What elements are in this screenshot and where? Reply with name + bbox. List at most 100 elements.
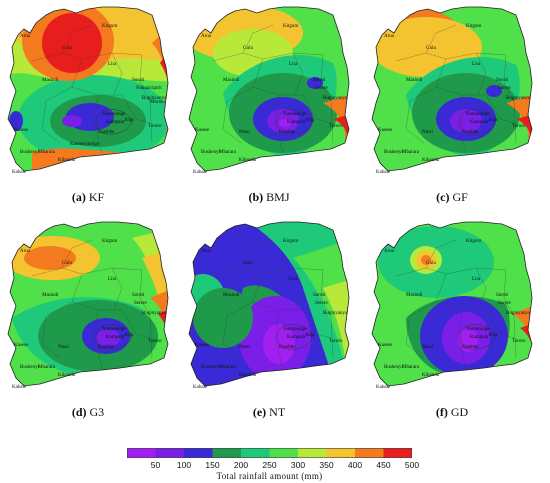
district-boundary <box>330 315 334 359</box>
caption-label: (c) <box>436 190 450 204</box>
district-boundary <box>111 52 123 96</box>
town-label: Kabale <box>376 170 391 175</box>
colorbar-segment <box>298 448 327 458</box>
colorbar-frame <box>127 448 412 458</box>
town-label: Kitgum <box>102 24 117 29</box>
town-label: Serere <box>498 86 512 91</box>
country-outline <box>188 6 350 172</box>
town-label: Entebbe <box>462 345 479 350</box>
map-f: Arua Gulu Kitgum Lira Masindi Soroti Serere Kas… <box>371 221 533 390</box>
town-label: Masindi <box>42 78 59 83</box>
district-boundary <box>149 100 153 144</box>
caption-label: (d) <box>71 405 87 419</box>
town-label: Gulu <box>243 261 254 266</box>
town-label: Masindi <box>406 78 423 83</box>
town-label: Entebbe <box>279 130 296 135</box>
rainfall-contour <box>486 85 502 97</box>
colorbar-legend: Total rainfall amount (mm) 50 100 150 200 25… <box>127 448 419 482</box>
colorbar-segment <box>241 448 270 458</box>
district-boundary <box>513 100 517 144</box>
panel-e: Arua Gulu Kitgum Lira Masindi Soroti Serere Kas… <box>183 218 355 390</box>
town-label: Kampala <box>287 120 306 125</box>
town-label: Buginyanya <box>506 311 531 316</box>
rainfall-contour <box>42 13 102 73</box>
district-boundary <box>475 267 487 311</box>
town-label: Namulonge <box>283 327 307 332</box>
town-label: Buginyanya <box>323 311 348 316</box>
district-boundary <box>222 315 242 359</box>
town-label: Soroti <box>313 78 326 83</box>
caption-name: NT <box>269 405 286 419</box>
town-label: Bushenyi <box>20 365 40 370</box>
district-boundary <box>139 269 151 317</box>
town-label: Kasese <box>378 343 393 348</box>
town-label: Kitgum <box>466 24 481 29</box>
district-boundary <box>485 94 515 124</box>
district-boundary <box>121 309 151 339</box>
town-label: Kasese <box>378 128 393 133</box>
town-label: Kasese <box>14 343 29 348</box>
district-boundary <box>61 239 93 269</box>
town-label: Arua <box>20 34 31 39</box>
district-boundary <box>457 94 467 154</box>
colorbar-tick-label: 300 <box>290 460 306 470</box>
caption-label: (e) <box>252 405 267 419</box>
district-boundary <box>41 100 61 144</box>
district-boundary <box>139 54 151 102</box>
town-label: Kabale <box>376 385 391 390</box>
town-label: Buginyanya <box>142 96 167 101</box>
district-boundary <box>302 94 332 124</box>
panel-f: Arua Gulu Kitgum Lira Masindi Soroti Serere Kas… <box>366 218 538 390</box>
town-label: Tororo <box>512 339 526 344</box>
map-e: Arua Gulu Kitgum Lira Masindi Soroti Serere Kas… <box>188 221 350 390</box>
colorbar-segment <box>155 448 185 458</box>
town-label: Kitgum <box>283 24 298 29</box>
town-label: Kasese <box>14 128 29 133</box>
town-label: Kabale <box>193 385 208 390</box>
caption-label: (f) <box>435 405 448 419</box>
district-boundary <box>475 52 487 96</box>
caption-e: (e) NT <box>183 405 355 420</box>
district-boundary <box>405 100 425 144</box>
district-boundary <box>503 54 515 102</box>
panel-d: Arua Gulu Kitgum Lira Masindi Soroti Serere Kas… <box>2 218 174 390</box>
district-boundary <box>93 309 103 369</box>
town-label: Bushenyi <box>201 150 221 155</box>
town-label: Kitgum <box>102 239 117 244</box>
caption-label: (a) <box>71 190 86 204</box>
town-label: Namulonge <box>102 112 126 117</box>
town-label: Tororo <box>329 339 343 344</box>
district-boundary <box>503 269 515 317</box>
town-label: Mbarara <box>219 150 237 155</box>
town-label: Mbarara <box>402 150 420 155</box>
town-label: Namulonge <box>102 327 126 332</box>
rainfall-contour <box>421 255 431 265</box>
district-boundary <box>41 315 61 359</box>
town-label: Gulu <box>426 46 437 51</box>
colorbar-tick-label: 350 <box>319 460 334 470</box>
town-label: Mbarara <box>38 365 56 370</box>
district-boundary <box>222 100 242 144</box>
district-boundary <box>425 239 457 269</box>
panel-c: Arua Gulu Kitgum Lira Masindi Soroti Serere Kas… <box>366 3 538 175</box>
town-label: Lira <box>472 277 481 282</box>
town-label: Buginyanya <box>323 96 348 101</box>
town-label: Ntusi <box>422 345 433 350</box>
town-label: Kibanda <box>239 373 257 378</box>
town-label: Masindi <box>42 293 59 298</box>
town-label: Kampala <box>106 335 125 340</box>
colorbar-tick-label: 500 <box>404 460 420 470</box>
caption-name: KF <box>88 190 105 204</box>
country-outline <box>371 6 533 172</box>
colorbar <box>127 448 412 458</box>
colorbar-segment <box>212 448 242 458</box>
town-label: Ntusi <box>239 130 250 135</box>
lake-victoria-outline <box>95 109 133 135</box>
caption-c: (c) GF <box>366 190 538 205</box>
town-label: Soroti <box>132 78 145 83</box>
town-label: Tororo <box>329 124 343 129</box>
town-label: Kasese <box>195 343 210 348</box>
map-b: Arua Gulu Kitgum Lira Masindi Soroti Serere Kas… <box>188 6 350 175</box>
colorbar-segment <box>355 448 384 458</box>
